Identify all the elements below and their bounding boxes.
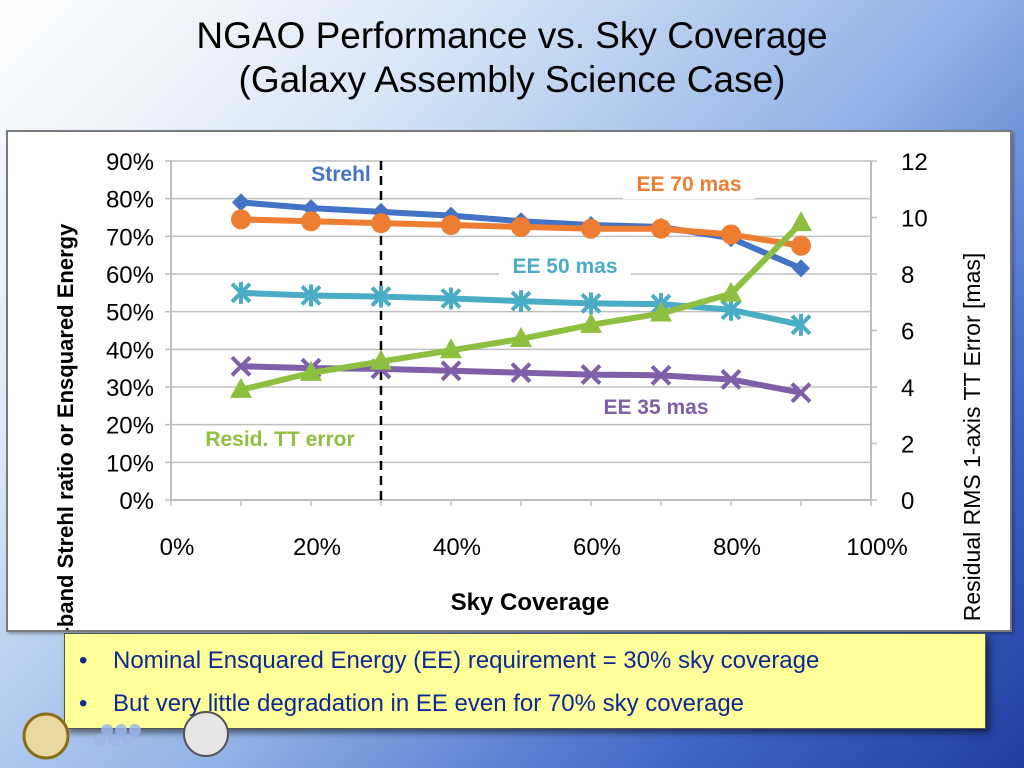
data-point-strehl xyxy=(302,199,320,218)
data-point-ee-35-mas xyxy=(510,362,532,384)
y-right-tick-label: 2 xyxy=(901,432,914,459)
data-point-ee-35-mas xyxy=(440,360,462,382)
bullet-text: Nominal Ensquared Energy (EE) requiremen… xyxy=(113,647,820,674)
y-left-tick-label: 20% xyxy=(106,413,154,440)
sky-coverage-chart: 0% 10% 20% 30% 40% 50% 60% 70% 80% 90% 0 2 4 6 8 10 12 0%… xyxy=(53,149,985,630)
y-left-tick-label: 40% xyxy=(106,337,154,364)
data-point-ee-50-mas xyxy=(230,281,252,304)
data-point-strehl xyxy=(792,259,810,278)
bullet-box: • Nominal Ensquared Energy (EE) requireme… xyxy=(64,633,986,729)
bullet-dot: • xyxy=(79,690,88,717)
x-tick-label: 40% xyxy=(433,534,481,561)
seal-logo-right xyxy=(183,711,229,757)
data-point-ee-50-mas xyxy=(440,287,462,310)
data-point-ee-70-mas xyxy=(301,211,321,232)
bullet-list: • Nominal Ensquared Energy (EE) requireme… xyxy=(65,634,985,719)
data-point-strehl xyxy=(372,202,390,221)
data-point-resid-tt-error xyxy=(720,281,742,302)
chart-frame: 0% 10% 20% 30% 40% 50% 60% 70% 80% 90% 0 2 4 6 8 10 12 0%… xyxy=(6,130,1012,632)
series-label-ee-70-mas: EE 70 mas xyxy=(636,173,741,196)
seal-logo-left xyxy=(22,712,70,760)
label-layer: Strehl EE 70 mas EE 50 mas EE 35 mas Resid. … xyxy=(205,163,755,451)
data-point-ee-50-mas xyxy=(580,292,602,315)
bullet-text: But very little degradation in EE even f… xyxy=(113,690,745,717)
institution-logos xyxy=(22,711,229,760)
data-point-ee-70-mas xyxy=(231,209,251,230)
data-point-resid-tt-error xyxy=(650,301,672,322)
data-point-ee-50-mas xyxy=(790,313,812,336)
bullet-dot: • xyxy=(79,647,88,674)
y-left-tick-label: 70% xyxy=(106,224,154,251)
series-layer xyxy=(230,193,812,404)
y-right-tick-label: 10 xyxy=(901,206,928,233)
x-tick-label: 0% xyxy=(160,534,195,561)
series-label-ee-50-mas: EE 50 mas xyxy=(512,255,617,278)
data-point-ee-70-mas xyxy=(791,235,811,256)
data-point-resid-tt-error xyxy=(440,338,462,359)
y-left-tick-label: 0% xyxy=(119,488,154,515)
data-point-ee-70-mas xyxy=(721,224,741,245)
data-point-ee-35-mas xyxy=(790,382,812,404)
y-right-tick-label: 4 xyxy=(901,375,914,402)
y-left-tick-label: 60% xyxy=(106,262,154,289)
y-right-tick-label: 12 xyxy=(901,149,928,176)
data-point-resid-tt-error xyxy=(510,326,532,347)
data-point-resid-tt-error xyxy=(580,312,602,333)
y-left-tick-label: 30% xyxy=(106,375,154,402)
slide-title: NGAO Performance vs. Sky Coverage (Galax… xyxy=(0,14,1024,102)
y-axis-title-right: Residual RMS 1-axis TT Error [mas] xyxy=(959,253,985,622)
title-line-1: NGAO Performance vs. Sky Coverage xyxy=(196,15,828,56)
data-point-ee-35-mas xyxy=(720,369,742,390)
y-axis-title-left: K-band Strehl ratio or Ensquared Energy xyxy=(53,223,78,630)
data-point-ee-50-mas xyxy=(510,290,532,313)
bullet-item: • But very little degradation in EE even … xyxy=(79,689,985,719)
axis-layer: 0% 10% 20% 30% 40% 50% 60% 70% 80% 90% 0 2 4 6 8 10 12 0%… xyxy=(106,149,928,561)
series-label-bg-ee-70-mas xyxy=(623,167,755,199)
y-left-tick-label: 90% xyxy=(106,149,154,176)
y-right-tick-label: 6 xyxy=(901,319,914,346)
data-point-strehl xyxy=(232,193,250,212)
x-tick-label: 60% xyxy=(573,534,621,561)
data-point-ee-35-mas xyxy=(650,364,672,386)
x-tick-label: 100% xyxy=(846,534,907,561)
series-label-bg-ee-50-mas xyxy=(499,249,631,281)
data-point-ee-35-mas xyxy=(230,355,252,377)
data-point-resid-tt-error xyxy=(790,211,812,232)
series-label-ee-35-mas: EE 35 mas xyxy=(603,396,708,419)
data-point-resid-tt-error xyxy=(370,349,392,370)
data-point-ee-70-mas xyxy=(581,218,601,239)
bullet-item: • Nominal Ensquared Energy (EE) requireme… xyxy=(79,646,985,676)
data-point-ee-70-mas xyxy=(441,215,461,236)
data-point-ee-70-mas xyxy=(511,216,531,237)
data-point-resid-tt-error xyxy=(300,360,322,381)
series-label-strehl: Strehl xyxy=(311,163,371,186)
y-right-tick-label: 0 xyxy=(901,488,914,515)
data-point-ee-50-mas xyxy=(300,284,322,307)
data-point-ee-70-mas xyxy=(651,218,671,239)
data-point-resid-tt-error xyxy=(230,377,252,398)
y-left-tick-label: 80% xyxy=(106,187,154,214)
title-line-2: (Galaxy Assembly Science Case) xyxy=(238,59,786,100)
series-label-resid-tt-error: Resid. TT error xyxy=(205,428,354,451)
data-point-ee-50-mas xyxy=(370,285,392,308)
x-tick-label: 20% xyxy=(293,534,341,561)
data-point-ee-35-mas xyxy=(580,364,602,385)
y-left-tick-label: 50% xyxy=(106,300,154,327)
data-point-ee-70-mas xyxy=(371,213,391,234)
y-left-tick-label: 10% xyxy=(106,450,154,477)
x-tick-label: 80% xyxy=(713,534,761,561)
x-axis-title: Sky Coverage xyxy=(451,589,610,616)
y-right-tick-label: 8 xyxy=(901,262,914,289)
data-point-ee-50-mas xyxy=(720,298,742,321)
hexagon-logo xyxy=(94,724,141,746)
